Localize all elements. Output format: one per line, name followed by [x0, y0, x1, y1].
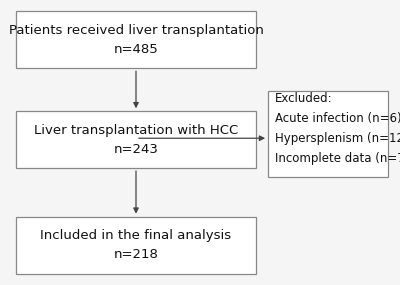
Text: Liver transplantation with HCC: Liver transplantation with HCC [34, 124, 238, 137]
Text: n=243: n=243 [114, 142, 158, 156]
FancyBboxPatch shape [16, 217, 256, 274]
Text: Excluded:: Excluded: [275, 92, 333, 105]
Text: Patients received liver transplantation: Patients received liver transplantation [8, 24, 264, 37]
FancyBboxPatch shape [16, 111, 256, 168]
Text: Incomplete data (n=7): Incomplete data (n=7) [275, 152, 400, 165]
FancyBboxPatch shape [16, 11, 256, 68]
Text: Acute infection (n=6): Acute infection (n=6) [275, 112, 400, 125]
Text: Included in the final analysis: Included in the final analysis [40, 229, 232, 242]
Text: Hypersplenism (n=12): Hypersplenism (n=12) [275, 132, 400, 145]
Text: n=485: n=485 [114, 43, 158, 56]
Text: n=218: n=218 [114, 248, 158, 261]
FancyBboxPatch shape [268, 91, 388, 177]
